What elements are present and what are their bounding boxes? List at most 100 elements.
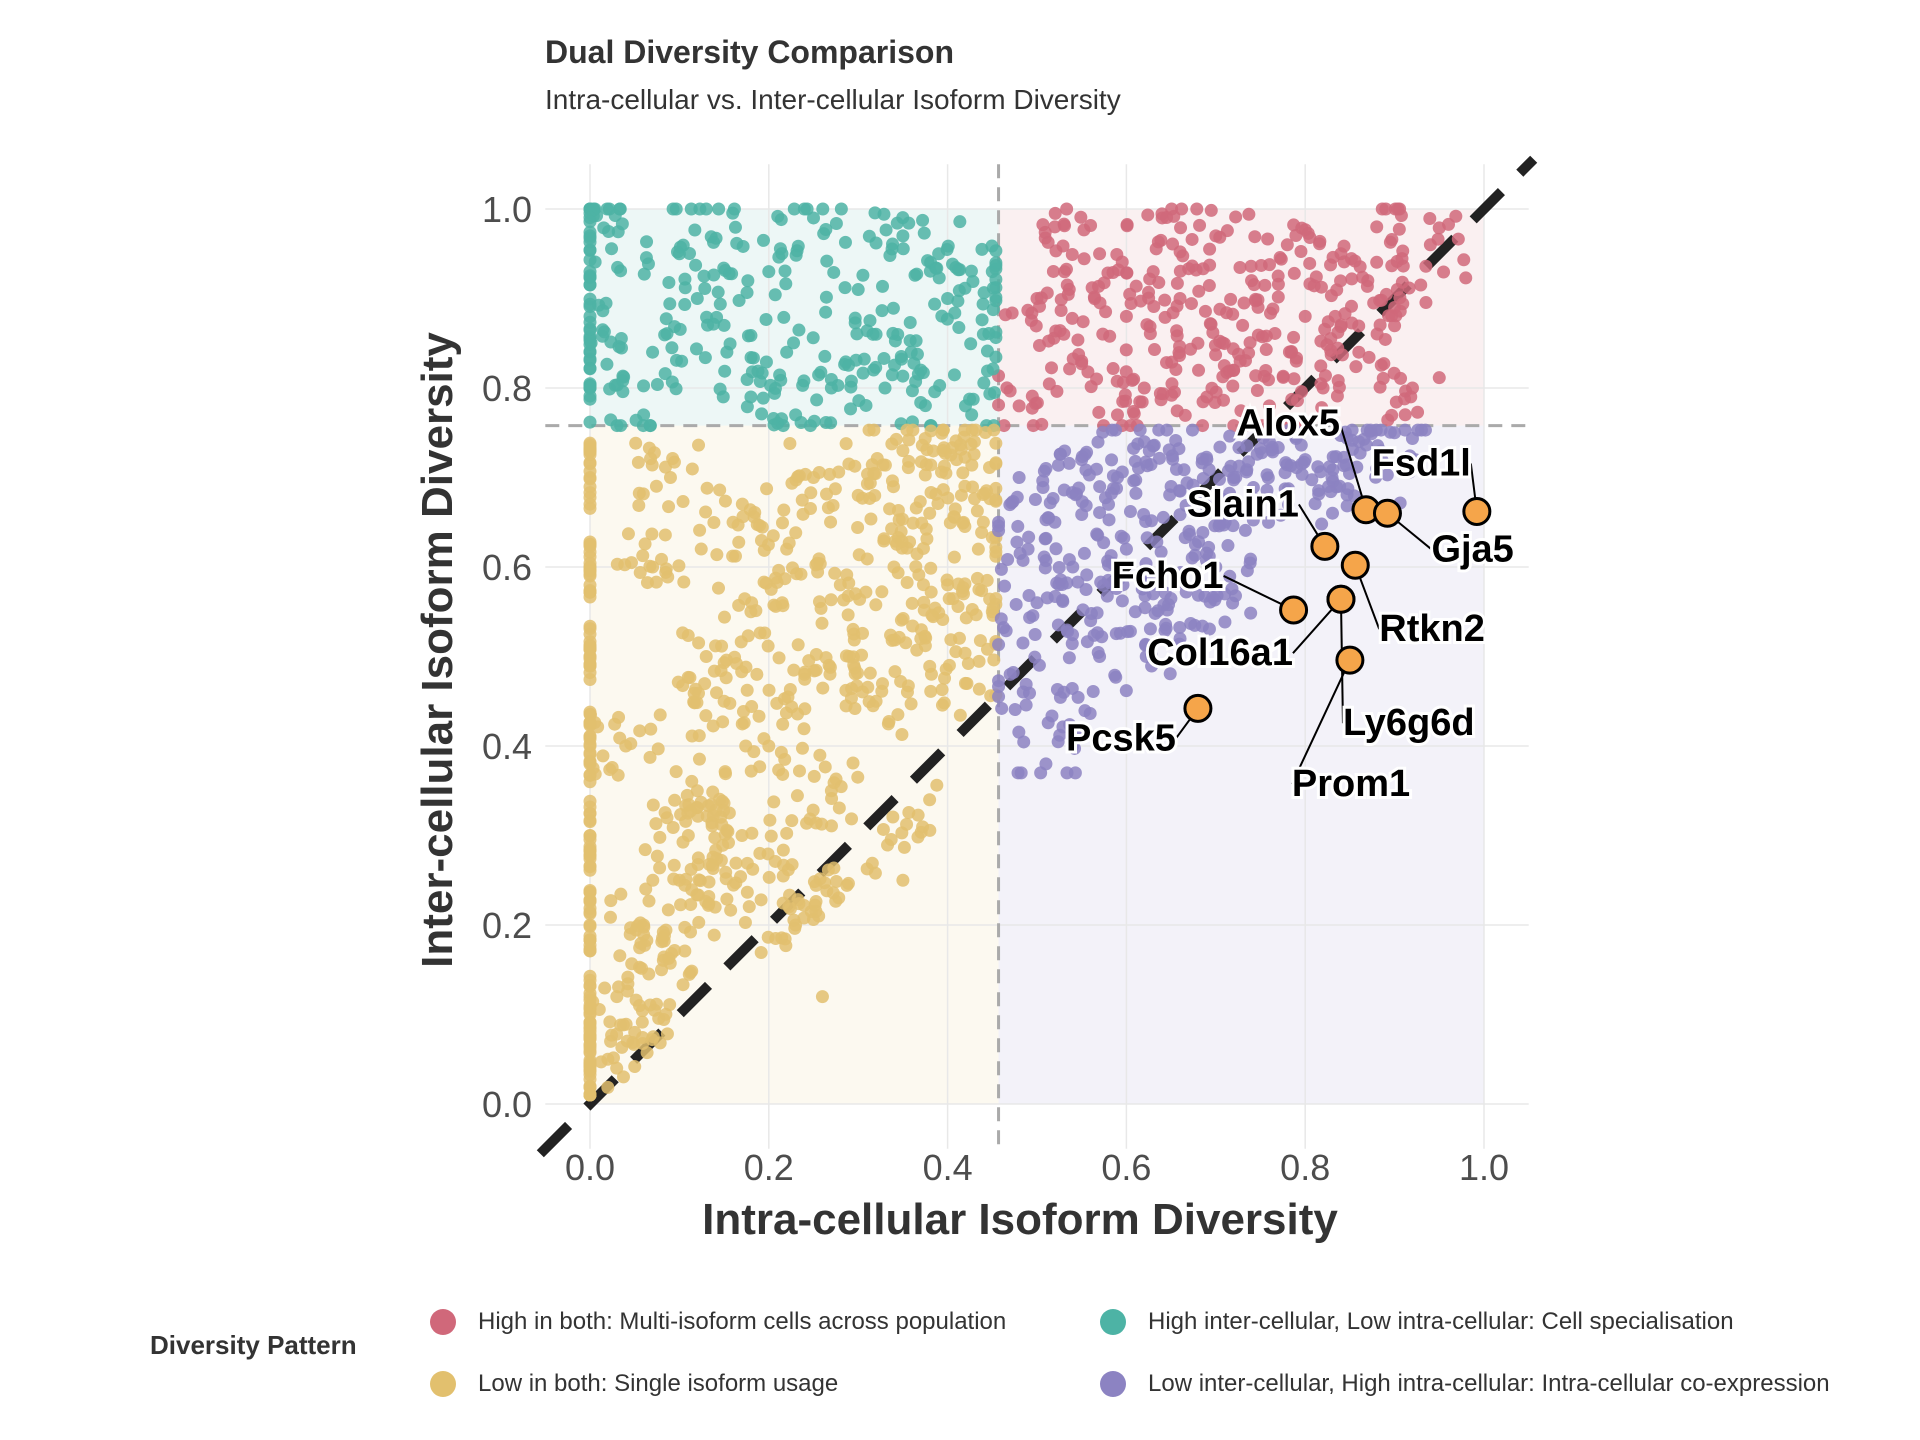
point-s2-28-13: [902, 454, 916, 468]
point-s2-40-6: [693, 523, 707, 537]
point-s2-8-9: [616, 1070, 630, 1084]
point-s2-30-13: [906, 516, 920, 530]
point-s0-2-0: [1077, 252, 1091, 266]
point-s2-28: [896, 444, 910, 458]
point-s1-18-4: [909, 334, 923, 348]
legend-item-co-expression: Low inter-cellular, High intra-cellular:…: [1100, 1364, 1830, 1404]
point-s3-4-4: [1022, 530, 1036, 544]
point-s3-24-7: [1409, 453, 1423, 467]
point-s1-12-1: [806, 331, 820, 345]
point-s2-20-15: [789, 526, 803, 540]
point-s2-43-17: [818, 876, 832, 890]
point-s3-3-1: [1012, 725, 1026, 739]
point-s2-42-7: [754, 893, 768, 907]
point-s2-10-15: [640, 1046, 654, 1060]
point-s3-29-7: [1244, 606, 1258, 620]
point-s0-2-11: [1048, 206, 1062, 220]
point-s0-22-5: [1437, 265, 1451, 279]
point-s2-43-12: [809, 904, 823, 918]
point-s2-30-16: [957, 515, 971, 529]
point-s2-37-4: [618, 558, 632, 572]
gene-point-prom1: [1335, 645, 1365, 675]
point-s1-3-8: [596, 304, 610, 318]
point-s0-11-10: [1242, 346, 1256, 360]
point-s0-21-2: [1394, 371, 1408, 385]
point-s1-10-9: [716, 390, 730, 404]
point-s2-46-13: [649, 817, 663, 831]
point-s2-9-17: [598, 981, 612, 995]
point-s2-20-13: [754, 533, 768, 547]
point-s1-21-8: [976, 297, 990, 311]
point-s3-7-10: [1091, 645, 1105, 659]
point-s3-23-10: [1345, 433, 1359, 447]
point-s2-11-16: [614, 887, 628, 901]
point-s0-6: [1137, 381, 1151, 395]
point-s1-21-2: [986, 362, 1000, 376]
point-s2-6-17: [583, 537, 597, 551]
point-s3-14-11: [1169, 462, 1183, 476]
point-s2-22-13: [832, 465, 846, 479]
point-s2-8-13: [594, 1055, 608, 1069]
y-tick-label-1: 0.2: [482, 905, 532, 946]
point-s3-20-9: [1265, 443, 1279, 457]
point-s3-27-4: [1138, 601, 1152, 615]
point-s1-21-1: [952, 321, 966, 335]
point-s2-31-17: [928, 601, 942, 615]
point-s2-15-15: [707, 928, 721, 942]
point-s1-8-11: [727, 202, 741, 216]
point-s1-5-11: [583, 415, 597, 429]
point-s3-27-5: [1139, 577, 1153, 591]
point-s3-27-8: [1116, 578, 1130, 592]
gene-label-rtkn2: Rtkn2: [1379, 608, 1485, 650]
legend-label-co-expression: Low inter-cellular, High intra-cellular:…: [1148, 1370, 1830, 1397]
point-s1-23-11: [629, 413, 643, 427]
point-s2-14-12: [658, 806, 672, 820]
point-s0-24-9: [1220, 366, 1234, 380]
point-s0-22-7: [1451, 232, 1465, 246]
point-s0-21-8: [1376, 371, 1390, 385]
point-s2-25-12: [848, 459, 862, 473]
point-s3-15-11: [1221, 539, 1235, 553]
point-s2-16-4: [716, 715, 730, 729]
point-s0-28: [1146, 265, 1160, 279]
point-s0-14-7: [1289, 229, 1303, 243]
point-s2-41-4: [746, 862, 760, 876]
point-s1-16-7: [886, 301, 900, 315]
point-s2-13-0: [667, 858, 681, 872]
point-s2-24-7: [842, 576, 856, 590]
point-s3-6-11: [1105, 453, 1119, 467]
point-s2-24-9: [814, 601, 828, 615]
point-s0-18-10: [1378, 332, 1392, 346]
gene-point-col16a1: [1326, 584, 1356, 614]
point-s0-1-8: [1046, 264, 1060, 278]
point-s2-45: [967, 435, 981, 449]
point-s0-21-5: [1398, 408, 1412, 422]
leader-alox5: [1339, 423, 1367, 511]
point-s3-14-4: [1212, 472, 1226, 486]
point-s2-30-5: [909, 501, 923, 515]
point-s3-0-11: [1019, 698, 1033, 712]
point-s2-16-14: [745, 700, 759, 714]
point-s2-41-14: [785, 858, 799, 872]
point-s2-12-14: [637, 928, 651, 942]
point-s0-14-4: [1248, 230, 1262, 244]
point-s2-26-6: [895, 728, 909, 742]
point-s2-24-17: [828, 566, 842, 580]
point-s2-14-15: [713, 792, 727, 806]
point-s2-20-11: [757, 543, 771, 557]
point-s3-26-7: [1090, 606, 1104, 620]
point-s3-14-3: [1186, 478, 1200, 492]
point-s1-12-9: [746, 351, 760, 365]
point-s2-36-2: [653, 708, 667, 722]
point-s2-21-0: [772, 651, 786, 665]
point-s3-0-1: [992, 638, 1006, 652]
point-s2-47-17: [856, 626, 870, 640]
point-s1-8-10: [707, 235, 721, 249]
point-s2-35-2: [973, 634, 987, 648]
point-s1-21-6: [989, 350, 1003, 364]
point-s1-23-9: [604, 413, 618, 427]
point-s1-9-8: [710, 310, 724, 324]
point-s1-18-5: [910, 347, 924, 361]
point-s2-8-2: [628, 1060, 642, 1074]
point-s3-7-5: [1108, 668, 1122, 682]
